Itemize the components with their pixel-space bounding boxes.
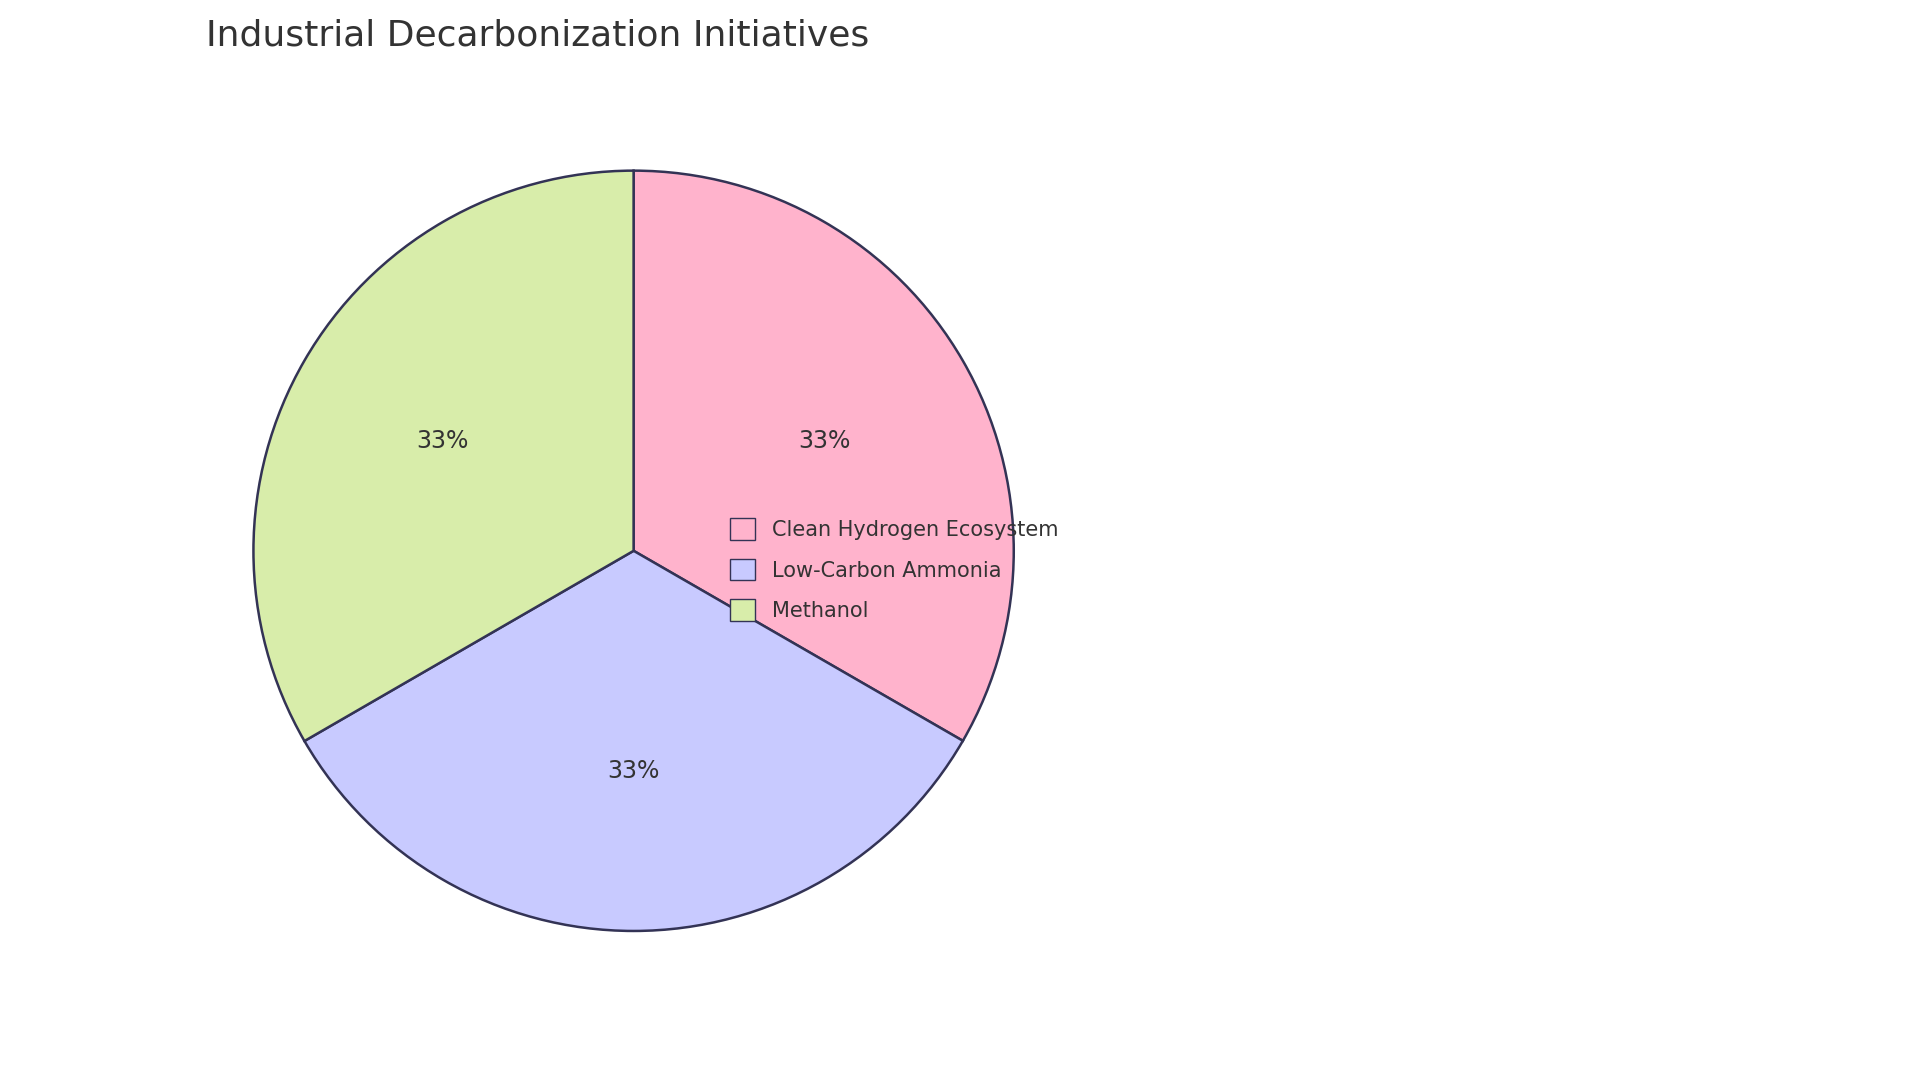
Wedge shape: [305, 551, 962, 931]
Wedge shape: [634, 171, 1014, 741]
Text: 33%: 33%: [417, 429, 468, 453]
Wedge shape: [253, 171, 634, 741]
Text: 33%: 33%: [607, 759, 660, 783]
Legend: Clean Hydrogen Ecosystem, Low-Carbon Ammonia, Methanol: Clean Hydrogen Ecosystem, Low-Carbon Amm…: [720, 508, 1069, 632]
Text: Industrial Decarbonization Initiatives: Industrial Decarbonization Initiatives: [205, 18, 870, 52]
Text: 33%: 33%: [799, 429, 851, 453]
